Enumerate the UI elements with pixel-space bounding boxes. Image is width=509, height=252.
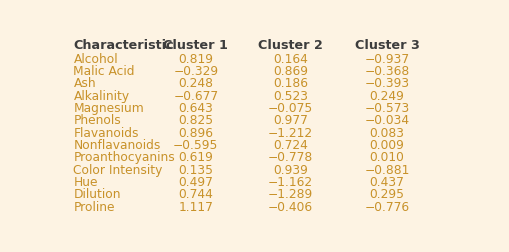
Text: −0.776: −0.776 <box>364 201 410 214</box>
Text: Cluster 3: Cluster 3 <box>355 39 419 52</box>
Text: Ash: Ash <box>73 77 96 90</box>
Text: Proline: Proline <box>73 201 115 214</box>
Text: −0.034: −0.034 <box>364 114 410 128</box>
Text: 0.643: 0.643 <box>178 102 213 115</box>
Text: Cluster 1: Cluster 1 <box>163 39 228 52</box>
Text: 0.523: 0.523 <box>273 90 308 103</box>
Text: 0.164: 0.164 <box>273 53 308 66</box>
Text: 1.117: 1.117 <box>178 201 213 214</box>
Text: 0.248: 0.248 <box>178 77 213 90</box>
Text: Malic Acid: Malic Acid <box>73 65 135 78</box>
Text: 0.497: 0.497 <box>178 176 213 189</box>
Text: −0.075: −0.075 <box>268 102 313 115</box>
Text: 0.437: 0.437 <box>370 176 405 189</box>
Text: 0.295: 0.295 <box>370 188 405 201</box>
Text: −0.406: −0.406 <box>268 201 313 214</box>
Text: −0.573: −0.573 <box>364 102 410 115</box>
Text: Cluster 2: Cluster 2 <box>258 39 323 52</box>
Text: −1.212: −1.212 <box>268 127 313 140</box>
Text: 0.869: 0.869 <box>273 65 308 78</box>
Text: 0.135: 0.135 <box>178 164 213 177</box>
Text: 0.249: 0.249 <box>370 90 405 103</box>
Text: 0.744: 0.744 <box>178 188 213 201</box>
Text: Phenols: Phenols <box>73 114 121 128</box>
Text: 0.724: 0.724 <box>273 139 308 152</box>
Text: 0.977: 0.977 <box>273 114 308 128</box>
Text: Alkalinity: Alkalinity <box>73 90 130 103</box>
Text: Dilution: Dilution <box>73 188 121 201</box>
Text: 0.896: 0.896 <box>178 127 213 140</box>
Text: 0.939: 0.939 <box>273 164 308 177</box>
Text: −0.595: −0.595 <box>173 139 218 152</box>
Text: 0.083: 0.083 <box>370 127 405 140</box>
Text: Color Intensity: Color Intensity <box>73 164 163 177</box>
Text: −0.677: −0.677 <box>173 90 218 103</box>
Text: −1.162: −1.162 <box>268 176 313 189</box>
Text: Hue: Hue <box>73 176 98 189</box>
Text: Alcohol: Alcohol <box>73 53 118 66</box>
Text: Nonflavanoids: Nonflavanoids <box>73 139 161 152</box>
Text: Proanthocyanins: Proanthocyanins <box>73 151 175 164</box>
Text: 0.825: 0.825 <box>178 114 213 128</box>
Text: 0.009: 0.009 <box>370 139 405 152</box>
Text: −0.881: −0.881 <box>364 164 410 177</box>
Text: −1.289: −1.289 <box>268 188 313 201</box>
Text: −0.937: −0.937 <box>364 53 410 66</box>
Text: Flavanoids: Flavanoids <box>73 127 139 140</box>
Text: 0.186: 0.186 <box>273 77 308 90</box>
Text: −0.368: −0.368 <box>364 65 410 78</box>
Text: −0.778: −0.778 <box>268 151 313 164</box>
Text: −0.393: −0.393 <box>364 77 410 90</box>
Text: Characteristic: Characteristic <box>73 39 174 52</box>
Text: −0.329: −0.329 <box>173 65 218 78</box>
Text: 0.619: 0.619 <box>178 151 213 164</box>
Text: 0.819: 0.819 <box>178 53 213 66</box>
Text: 0.010: 0.010 <box>370 151 405 164</box>
Text: Magnesium: Magnesium <box>73 102 144 115</box>
